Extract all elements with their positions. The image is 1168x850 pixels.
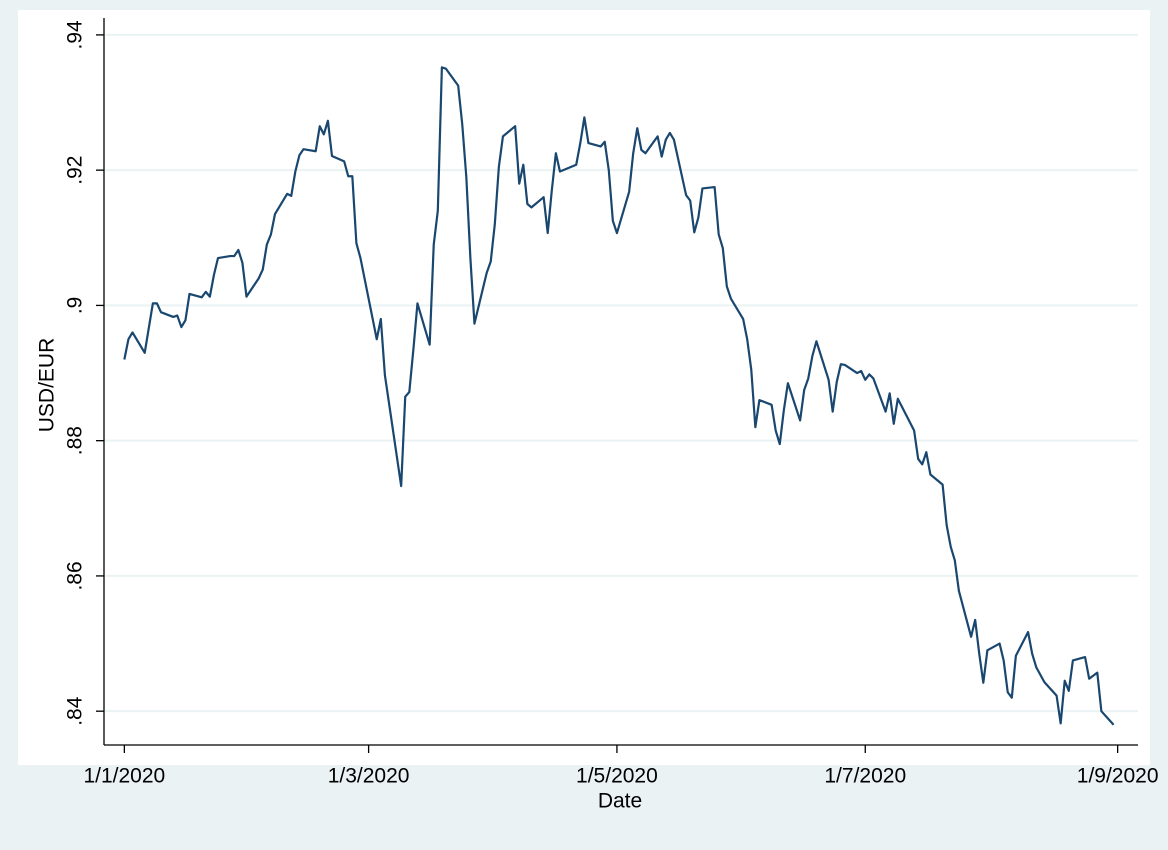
y-tick-label: .84 <box>64 696 87 726</box>
x-tick-label: 1/9/2020 <box>1077 765 1159 788</box>
x-tick-label: 1/5/2020 <box>576 765 658 788</box>
x-tick-label: 1/3/2020 <box>328 765 410 788</box>
y-tick-label: .9 <box>64 297 87 315</box>
y-tick-label: .88 <box>64 426 87 455</box>
plot-region <box>18 10 1150 765</box>
y-tick-label: .86 <box>64 561 87 590</box>
y-axis-title: USD/EUR <box>36 338 59 433</box>
x-axis-title: Date <box>598 790 642 813</box>
data-line <box>123 66 1115 726</box>
x-tick-label: 1/1/2020 <box>83 765 165 788</box>
x-tick-label: 1/7/2020 <box>824 765 906 788</box>
y-tick-label: .94 <box>64 20 87 50</box>
y-tick-label: .92 <box>64 156 87 185</box>
